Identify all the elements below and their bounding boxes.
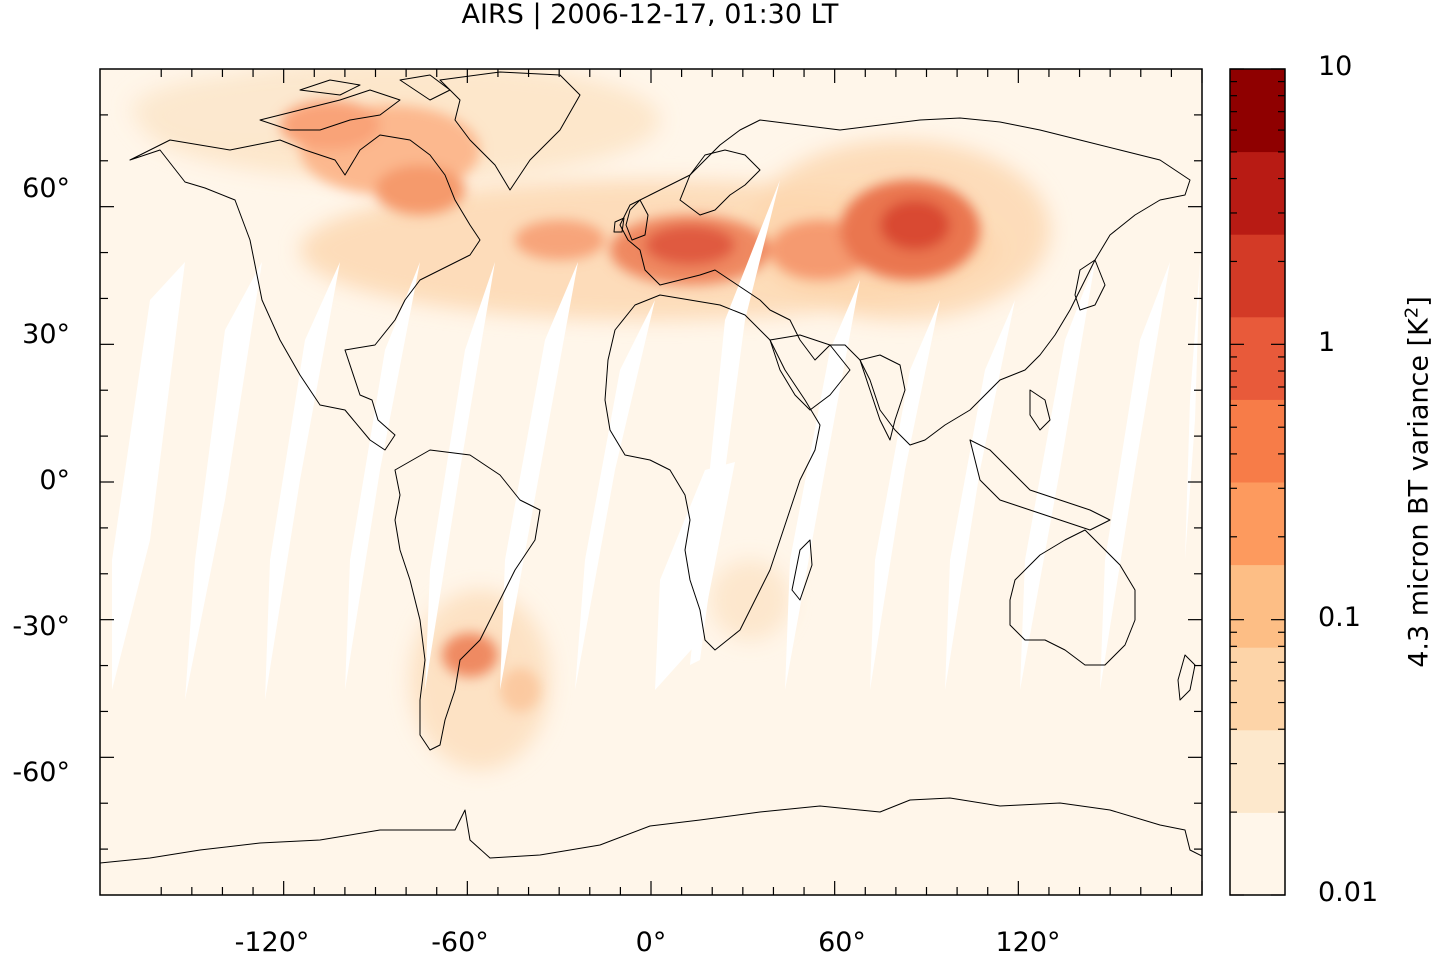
colorbar-segment xyxy=(1230,151,1285,235)
colorbar-segment xyxy=(1230,482,1285,566)
lat-label-30s: -30° xyxy=(12,611,70,642)
colorbar-segment xyxy=(1230,234,1285,318)
colorbar-title-end: ] xyxy=(1403,296,1435,307)
coast-north-america xyxy=(129,134,481,451)
colorbar-segment xyxy=(1230,316,1285,400)
lon-label-120w: -120° xyxy=(234,927,310,958)
coast-australia xyxy=(1009,529,1136,666)
colorbar-label-0-1: 0.1 xyxy=(1318,602,1361,633)
colorbar-title-main: 4.3 micron BT variance [K xyxy=(1403,318,1435,668)
coast-japan xyxy=(1074,259,1106,311)
colorbar-title-sup: 2 xyxy=(1401,306,1423,319)
colorbar-frame xyxy=(1229,68,1286,896)
colorbar-label-10: 10 xyxy=(1318,51,1353,82)
lat-label-0: 0° xyxy=(39,465,70,496)
lat-label-60s: -60° xyxy=(12,757,70,788)
coast-greenland xyxy=(439,71,581,191)
coast-british-isles xyxy=(613,199,649,241)
colorbar-label-1: 1 xyxy=(1318,327,1336,358)
lon-label-0: 0° xyxy=(635,927,667,958)
colorbar-title: 4.3 micron BT variance [K2] xyxy=(1398,296,1435,668)
colorbar-segment xyxy=(1230,564,1285,648)
coastlines xyxy=(100,71,1202,864)
coast-madagascar xyxy=(791,539,813,601)
variance-field xyxy=(130,69,1050,770)
field-strong-layer xyxy=(280,100,980,712)
swath-gaps xyxy=(112,180,1200,700)
colorbar xyxy=(1230,69,1285,896)
coast-antarctica xyxy=(100,797,1202,864)
colorbar-segment xyxy=(1230,729,1285,813)
coast-india xyxy=(859,354,906,441)
map-plot-area xyxy=(100,69,1202,895)
colorbar-segment xyxy=(1230,812,1285,896)
coast-scandinavia xyxy=(679,149,761,216)
lon-label-60e: 60° xyxy=(818,927,866,958)
coast-eurasia xyxy=(619,117,1191,446)
lon-label-120e: 120° xyxy=(995,927,1061,958)
map-ticks xyxy=(100,69,1203,895)
colorbar-segment xyxy=(1230,399,1285,483)
coast-new-zealand xyxy=(1177,654,1196,701)
lat-label-60n: 60° xyxy=(22,173,70,204)
coast-africa xyxy=(604,294,821,651)
colorbar-ticks xyxy=(1230,68,1285,896)
coast-south-america xyxy=(394,449,541,751)
colorbar-segment xyxy=(1230,647,1285,731)
colorbar-segment xyxy=(1230,69,1285,153)
coast-arabia xyxy=(769,334,851,411)
coast-se-asia xyxy=(969,389,1111,531)
lon-label-60w: -60° xyxy=(431,927,489,958)
colorbar-label-0-01: 0.01 xyxy=(1318,877,1379,908)
chart-title: AIRS | 2006-12-17, 01:30 LT xyxy=(461,0,839,30)
lat-label-30n: 30° xyxy=(22,319,70,350)
